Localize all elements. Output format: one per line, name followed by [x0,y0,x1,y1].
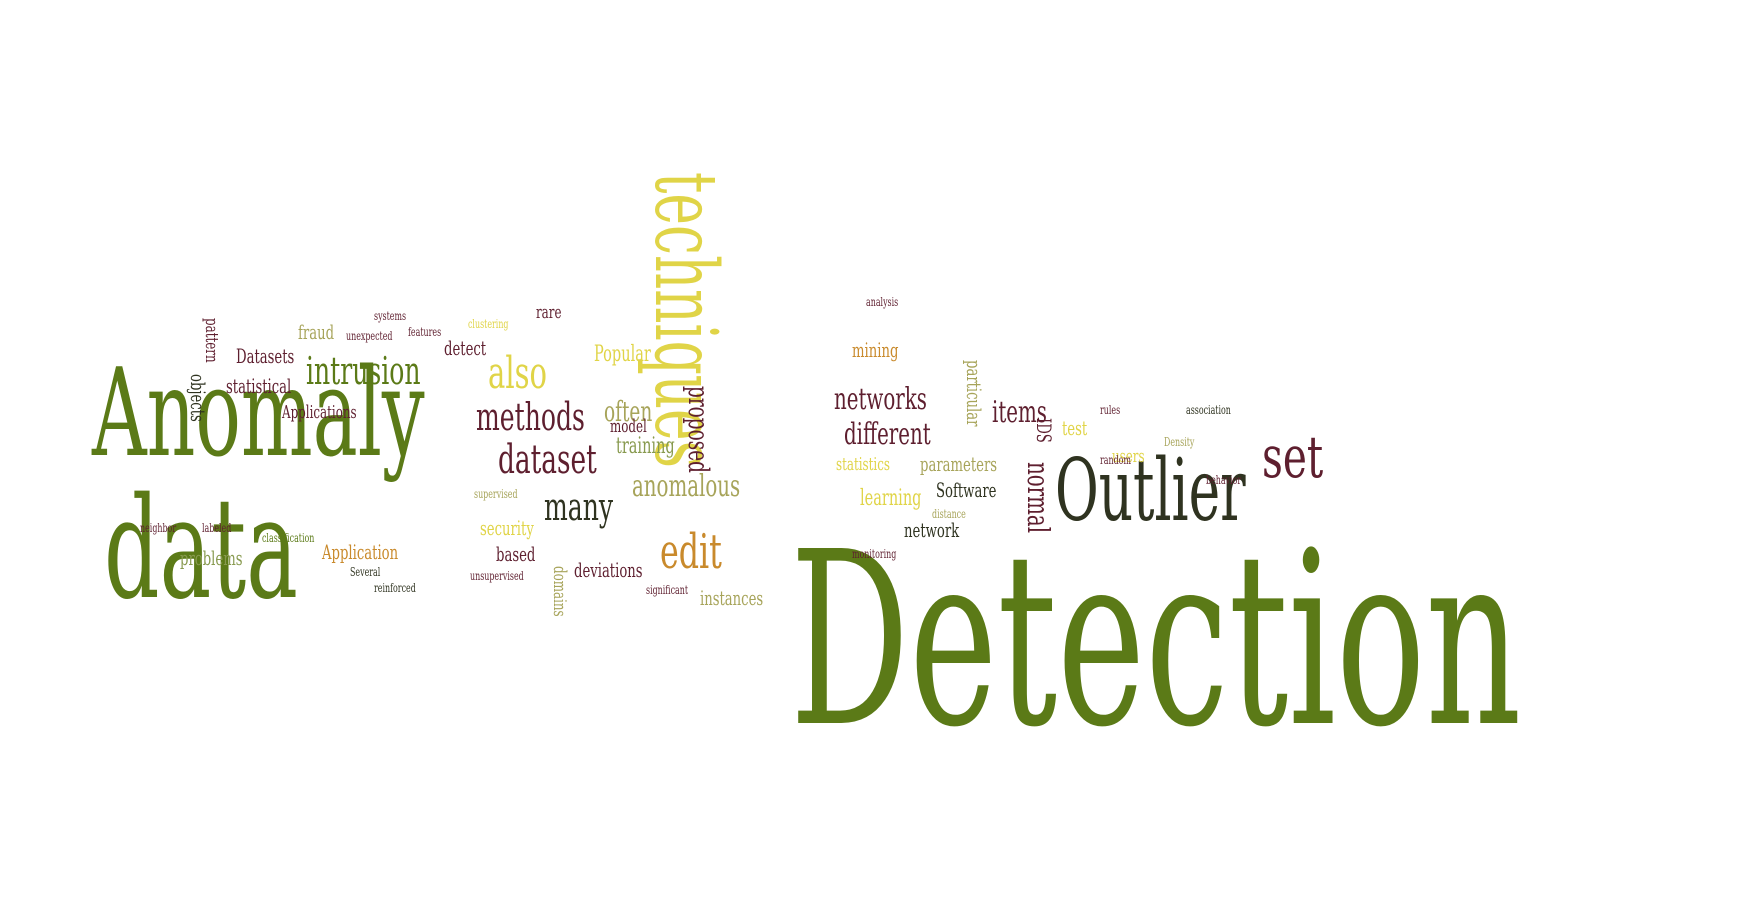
word-several: Several [350,565,381,579]
word-often: often [604,395,653,428]
word-model: model [610,416,647,437]
word-methods: methods [476,395,585,439]
word-rare: rare [536,302,562,323]
word-significant: significant [646,583,689,597]
word-detection: Detection [790,500,1522,780]
word-training: training [616,434,675,459]
word-learning: learning [860,486,922,511]
word-unexpected: unexpected [346,329,393,343]
word-network: network [904,518,960,542]
word-objects: objects [186,374,210,422]
word-distance: distance [932,507,966,521]
word-behavior: behavior [1206,473,1242,487]
word-rules: rules [1100,403,1121,417]
word-clustering: clustering [468,317,509,331]
word-test: test [1062,416,1088,440]
word-density: Density [1164,435,1195,449]
word-also: also [488,348,547,399]
word-supervised: supervised [474,487,518,501]
word-datasets: Datasets [236,344,295,368]
word-outlier: Outlier [1055,441,1246,541]
word-domains: domains [549,566,570,617]
word-analysis: analysis [866,295,899,309]
word-popular: Popular [594,342,651,367]
word-intrusion: intrusion [306,349,421,393]
word-features: features [408,325,442,339]
word-application: Application [322,540,399,564]
word-particular: particular [962,360,986,427]
word-items: items [992,395,1047,430]
word-data: data [104,468,298,631]
word-users: users [1112,446,1145,467]
word-set: set [1262,423,1324,491]
word-neighbor: neighbor [140,521,177,535]
word-security: security [480,516,534,540]
word-applications: Applications [282,402,357,423]
word-detect: detect [444,336,487,360]
word-software: Software [936,478,997,502]
word-random: random [1100,453,1131,467]
word-dataset: dataset [498,437,597,483]
word-problems: problems [180,546,243,570]
word-systems: systems [374,309,407,323]
word-reinforced: reinforced [374,581,416,595]
word-labeled: labeled [202,521,232,535]
word-different: different [844,417,931,452]
word-fraud: fraud [298,320,335,344]
word-proposed: proposed [682,386,715,473]
word-anomaly: Anomaly [92,342,425,484]
word-many: many [544,485,614,529]
word-deviations: deviations [574,558,643,582]
word-pattern: pattern [201,318,222,363]
word-unsupervised: unsupervised [470,569,524,583]
word-association: association [1186,403,1231,417]
word-monitoring: monitoring [852,547,897,561]
word-networks: networks [834,382,927,417]
word-edit: edit [660,524,722,580]
word-statistical: statistical [226,374,292,398]
word-ids: IDS [1032,418,1056,443]
word-based: based [496,542,536,566]
word-instances: instances [700,586,764,610]
word-normal: normal [1020,462,1055,534]
word-mining: mining [852,338,899,362]
word-anomalous: anomalous [632,469,741,504]
word-statistics: statistics [836,454,890,475]
word-parameters: parameters [920,452,998,476]
word-classification: classification [262,531,315,545]
